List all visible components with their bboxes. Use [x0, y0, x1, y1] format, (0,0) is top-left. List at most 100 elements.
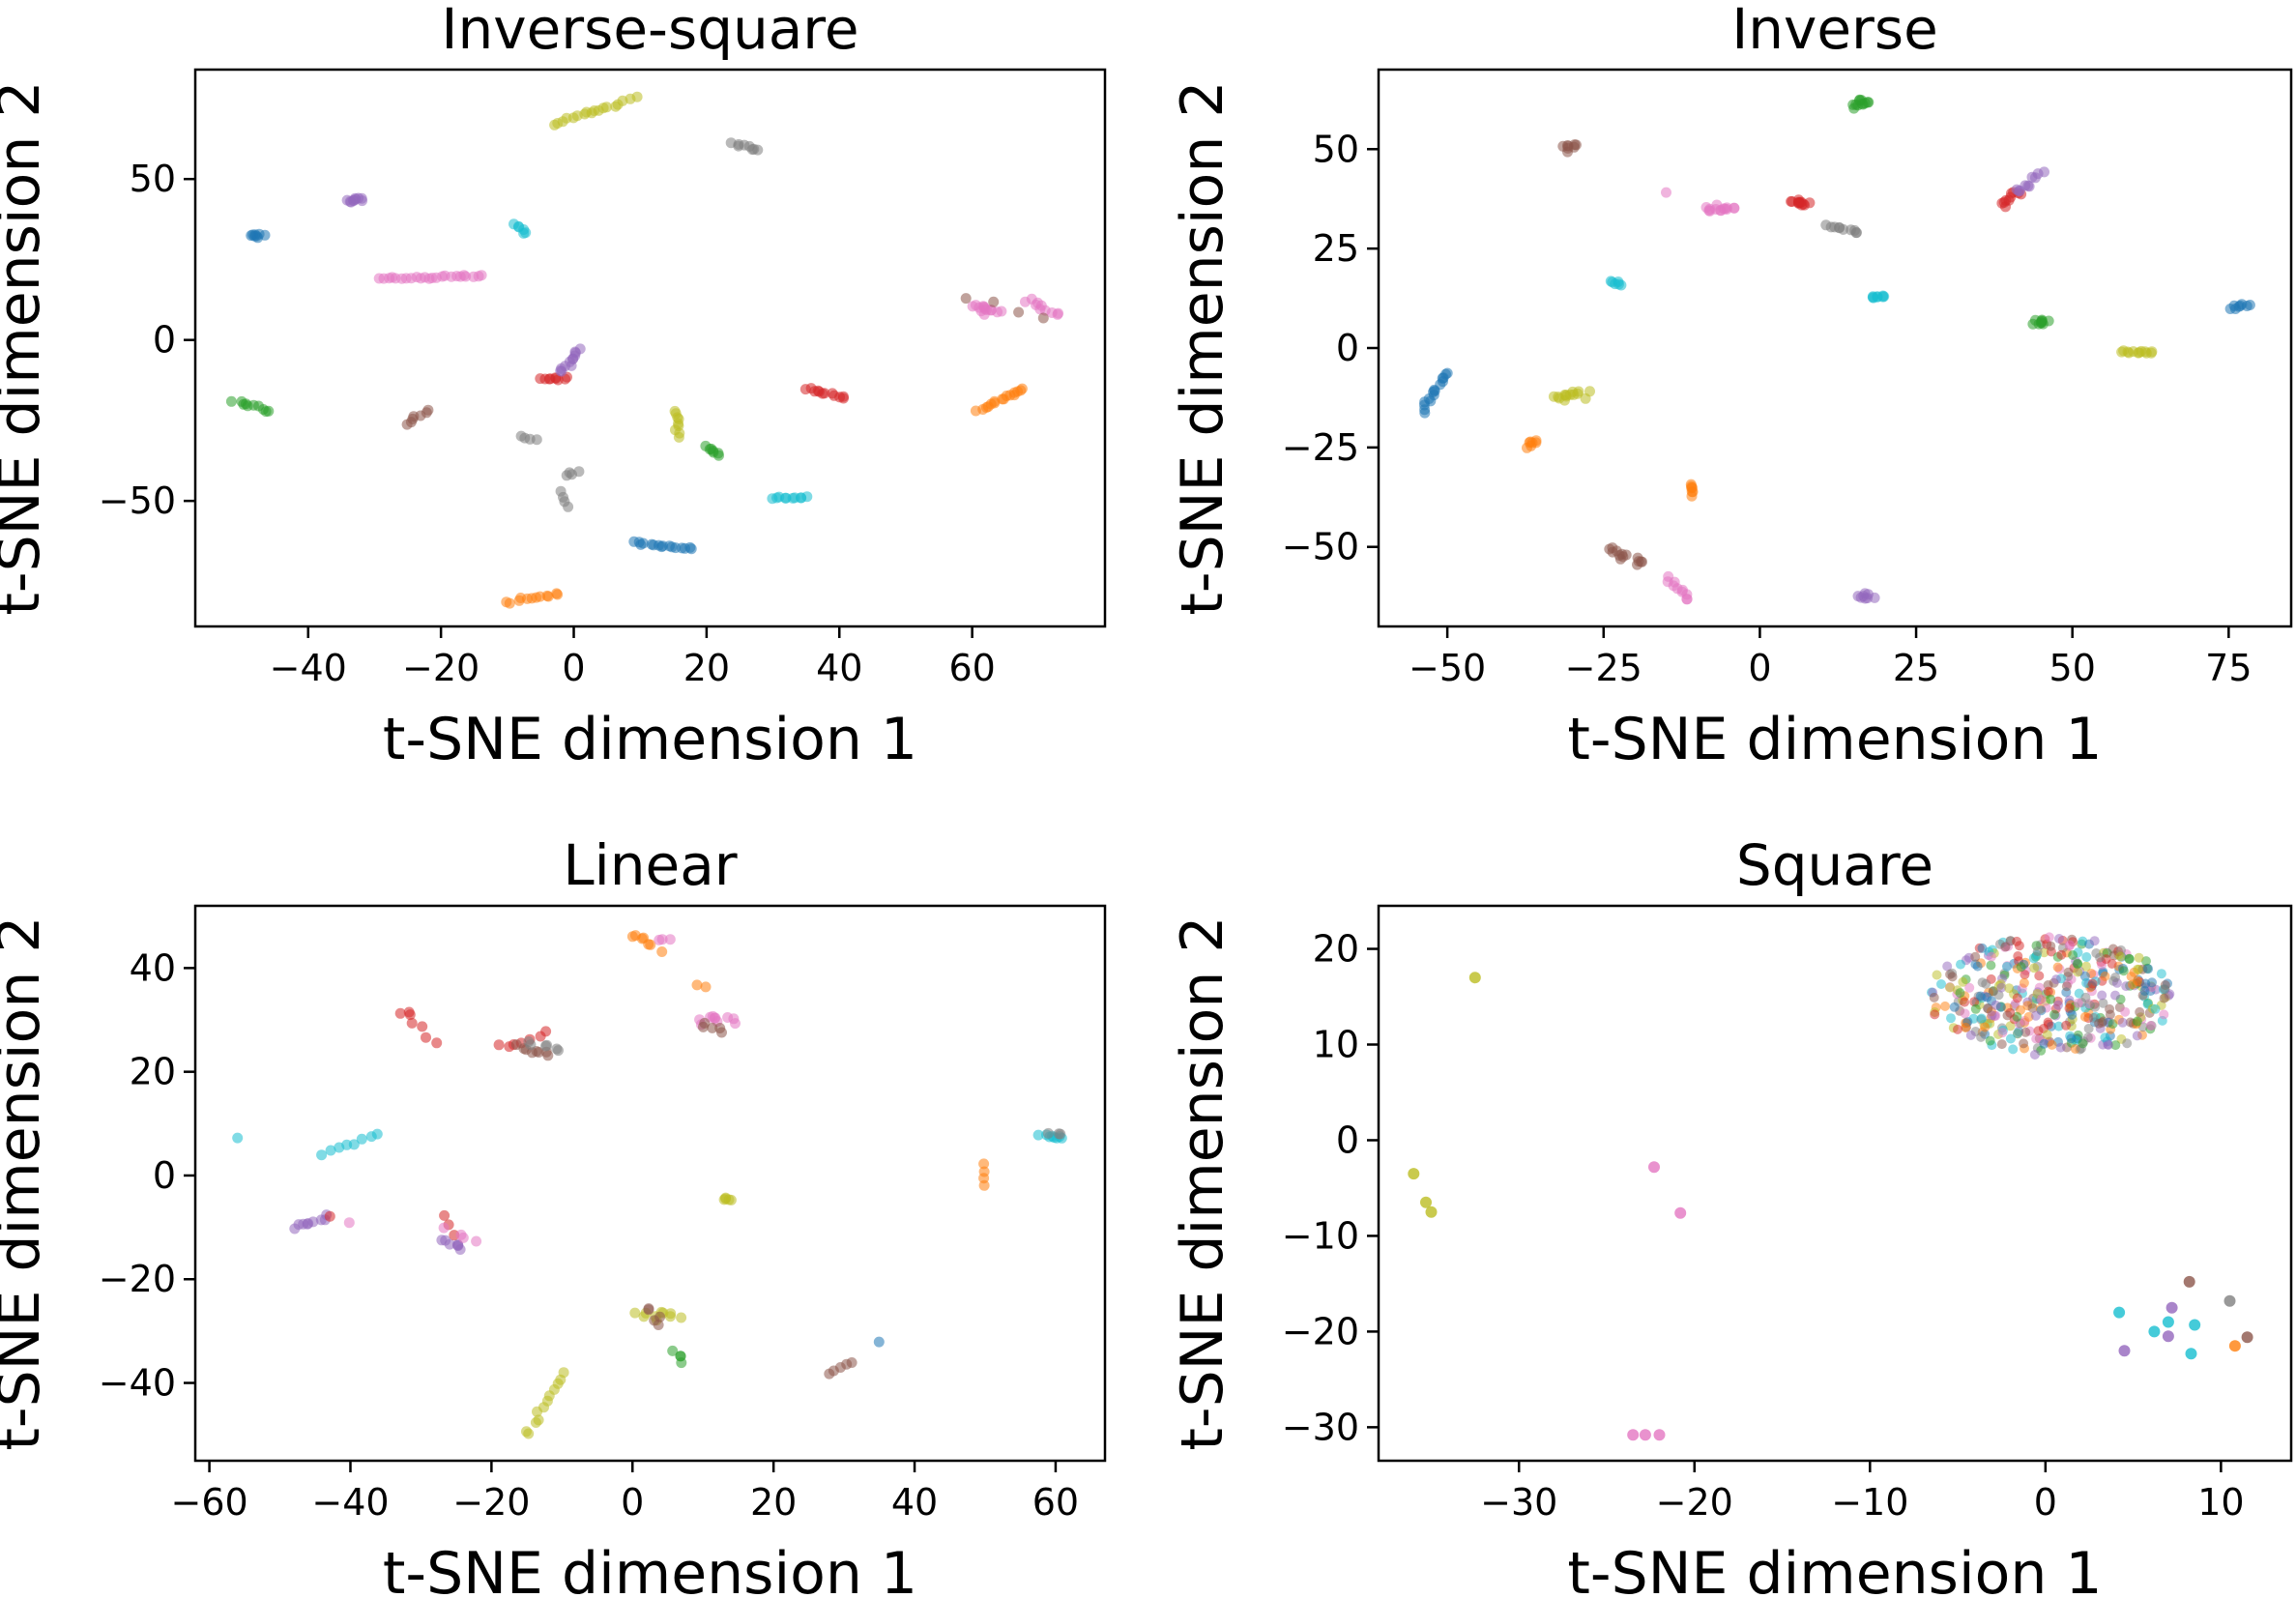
scatter-point — [471, 1235, 482, 1247]
y-tick-label: 0 — [1336, 1119, 1359, 1161]
cluster-pink — [654, 934, 676, 945]
scatter-point — [656, 934, 668, 945]
x-axis-label: t-SNE dimension 1 — [1567, 706, 2102, 773]
scatter-point — [2012, 936, 2022, 946]
cluster-purple — [289, 1209, 333, 1235]
scatter-point — [2073, 958, 2082, 969]
scatter-point — [801, 491, 813, 503]
scatter-point — [656, 946, 668, 957]
cluster-olive — [718, 1192, 737, 1206]
scatter-point — [1653, 1429, 1666, 1441]
scatter-point — [1584, 386, 1595, 397]
cluster-green — [2027, 314, 2054, 330]
scatter-point — [2133, 964, 2143, 974]
scatter-point — [2143, 964, 2154, 974]
scatter-point — [1572, 388, 1584, 399]
y-tick-label: −50 — [1282, 526, 1359, 568]
x-tick-label: 25 — [1893, 647, 1939, 689]
scatter-point — [716, 1027, 727, 1038]
cluster-olive — [1548, 386, 1595, 406]
scatter-point — [573, 466, 585, 478]
y-axis-label: t-SNE dimension 2 — [0, 915, 53, 1450]
scatter-point — [2061, 1020, 2072, 1031]
scatter-point — [2159, 1009, 2169, 1020]
y-tick-label: −30 — [1282, 1406, 1359, 1448]
cluster-olive — [521, 1367, 569, 1439]
scatter-point — [645, 939, 656, 950]
scatter-point — [1037, 312, 1049, 324]
scatter-points — [1408, 932, 2253, 1441]
scatter-point — [2013, 1029, 2022, 1039]
scatter-point — [1960, 1008, 1970, 1019]
scatter-point — [2047, 1039, 2057, 1050]
x-axis-label: t-SNE dimension 1 — [1567, 1540, 2102, 1598]
panel-3: Linear −60 −40 −20 0 20 40 60 −40 −20 0 20 40 t-SNE d… — [0, 832, 1107, 1598]
cluster-green — [667, 1345, 687, 1369]
scatter-point — [601, 102, 612, 113]
x-tick-label: 0 — [562, 647, 585, 689]
cluster-blue — [246, 228, 271, 244]
scatter-point — [2034, 971, 2045, 981]
scatter-point — [2068, 950, 2078, 960]
scatter-point — [476, 270, 487, 281]
scatter-point — [1863, 97, 1875, 108]
scatter-point — [2159, 993, 2169, 1003]
scatter-point — [1929, 992, 1939, 1002]
scatter-point — [1055, 1128, 1066, 1140]
scatter-point — [1991, 1000, 2001, 1010]
scatter-point — [1468, 972, 1481, 984]
scatter-point — [1976, 1013, 1987, 1024]
scatter-point — [2223, 1294, 2236, 1307]
scatter-point — [2067, 1009, 2078, 1020]
x-tick-label: 20 — [750, 1481, 797, 1524]
scatter-point — [1016, 383, 1028, 394]
scatter-point — [1965, 1030, 1976, 1040]
scatter-point — [2139, 986, 2150, 996]
cluster-green — [225, 395, 275, 418]
cluster-gray — [1042, 1127, 1066, 1140]
scatter-point — [531, 434, 542, 446]
scatter-point — [533, 1414, 544, 1426]
scatter-point — [2051, 974, 2061, 985]
scatter-point — [2020, 1027, 2031, 1037]
y-tick-label: 0 — [153, 319, 176, 362]
scatter-point — [2162, 1316, 2174, 1328]
scatter-point — [2124, 953, 2135, 964]
scatter-point — [2019, 977, 2029, 988]
y-tick-label: −40 — [99, 1362, 176, 1405]
x-tick-label: 75 — [2205, 647, 2252, 689]
scatter-point — [1936, 979, 1946, 989]
scatter-point — [250, 230, 262, 242]
scatter-point — [2073, 967, 2083, 977]
scatter-point — [725, 1194, 737, 1206]
scatter-point — [2135, 1006, 2145, 1017]
scatter-point — [1648, 1161, 1660, 1174]
scatter-point — [2052, 962, 2063, 973]
scatter-point — [2000, 942, 2011, 952]
cluster-olive — [2116, 345, 2158, 359]
cluster-cyan — [232, 1132, 244, 1144]
cluster-gray — [555, 485, 574, 512]
scatter-point — [2100, 1032, 2110, 1043]
scatter-point — [1441, 367, 1453, 379]
y-tick-label: −20 — [1282, 1310, 1359, 1352]
scatter-point — [2117, 1017, 2128, 1028]
scatter-point — [637, 538, 649, 549]
cluster-brown — [824, 1357, 857, 1380]
scatter-points — [225, 91, 1064, 609]
x-tick-label: −30 — [1480, 1481, 1557, 1524]
cluster-orange — [691, 979, 712, 993]
scatter-point — [1969, 997, 1980, 1007]
scatter-point — [2095, 952, 2106, 963]
scatter-point — [2039, 1038, 2049, 1049]
scatter-point — [431, 1037, 443, 1049]
scatter-point — [1425, 1206, 1438, 1218]
scatter-point — [2189, 1319, 2201, 1331]
scatter-point — [356, 1133, 367, 1145]
scatter-point — [685, 543, 697, 555]
scatter-point — [664, 934, 676, 945]
x-axis-label: t-SNE dimension 1 — [383, 706, 917, 773]
x-tick-label: −60 — [170, 1481, 247, 1524]
panel-4: Square −30 −20 −10 0 10 −30 −20 −10 0 10 20 t-SNE di… — [1169, 832, 2293, 1598]
